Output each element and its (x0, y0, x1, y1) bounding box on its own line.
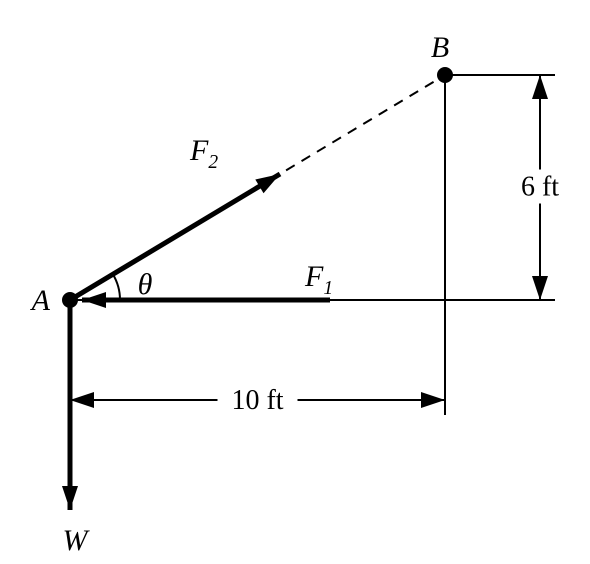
dim-h-label: 10 ft (231, 385, 283, 416)
point-A (62, 292, 78, 308)
label-A: A (30, 284, 51, 317)
vector-W-arrow (62, 486, 78, 510)
vector-F2-arrow (255, 167, 284, 193)
point-B (437, 67, 453, 83)
label-B: B (431, 31, 449, 64)
label-theta: θ (138, 268, 153, 301)
vector-F2 (70, 174, 280, 300)
dim-h-arrow-left (70, 392, 94, 408)
label-F1: F1 (304, 260, 333, 299)
angle-theta-arc (113, 274, 120, 300)
vector-F1-arrow (82, 292, 106, 308)
label-F2: F2 (189, 134, 218, 173)
dim-v-label: 6 ft (521, 172, 559, 203)
dim-v-arrow-bot (532, 276, 548, 300)
label-W: W (63, 524, 91, 557)
dim-h-arrow-right (421, 392, 445, 408)
dim-v-arrow-top (532, 75, 548, 99)
